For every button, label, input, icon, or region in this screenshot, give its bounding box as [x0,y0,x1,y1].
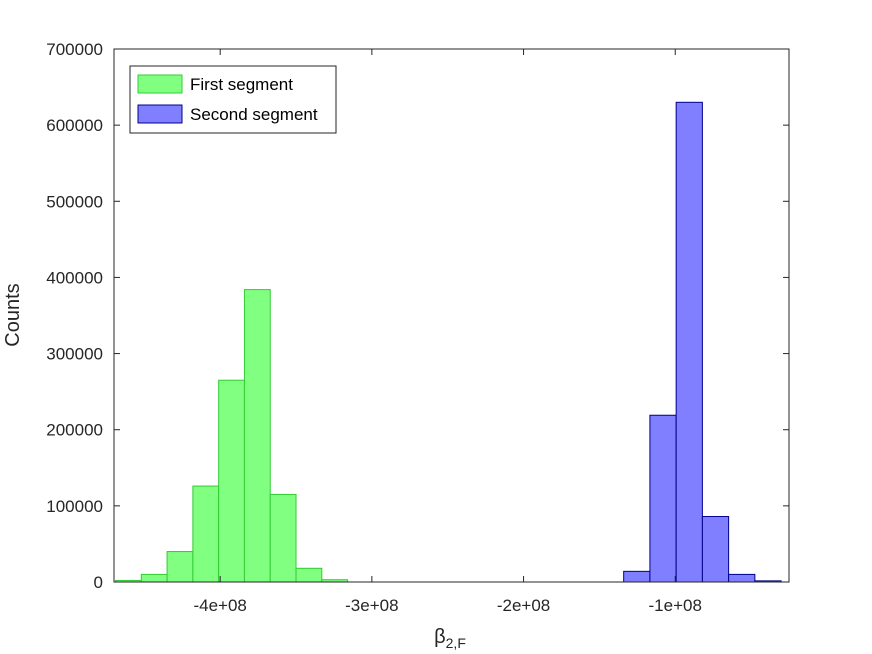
x-tick-label: -1e+08 [649,596,702,615]
legend-swatch-first-segment [137,74,183,94]
y-tick-label: 200000 [46,421,103,440]
histogram-bar-series-1-bin-4 [192,485,220,583]
x-axis-label-main: β [434,626,446,648]
y-axis-label: Counts [2,283,24,346]
y-tick-label: 400000 [46,268,103,287]
bars-layer [115,101,782,583]
histogram-bar-series-2-bin-3 [675,101,703,583]
x-tick-label: -3e+08 [345,596,398,615]
y-tick-label: 0 [94,573,103,592]
y-tick-label: 100000 [46,497,103,516]
legend: First segment Second segment [129,65,337,134]
histogram-bar-series-2-bin-4 [701,516,730,583]
histogram-bar-series-2-bin-5 [728,573,756,583]
y-axis: 0 100000 200000 300000 400000 500000 600000 700… [46,40,789,592]
x-axis-label: β2,F [434,626,466,651]
x-tick-label: -2e+08 [497,596,550,615]
histogram-bar-series-1-bin-7 [269,493,297,583]
histogram-bar-series-2-bin-1 [623,570,651,583]
y-tick-label: 300000 [46,345,103,364]
x-tick-label: -4e+08 [193,596,246,615]
x-axis: -4e+08 -3e+08 -2e+08 -1e+08 [193,49,702,615]
legend-swatch-second-segment [137,104,183,124]
y-tick-label: 500000 [46,192,103,211]
histogram-bar-series-2-bin-2 [649,414,677,583]
plot-frame [113,48,790,583]
legend-label-first-segment: First segment [190,75,293,94]
legend-label-second-segment: Second segment [190,105,318,124]
histogram-bar-series-1-bin-8 [295,567,323,583]
y-tick-label: 600000 [46,116,103,135]
histogram-bar-series-1-bin-6 [243,289,271,583]
y-tick-label: 700000 [46,40,103,59]
histogram-bar-series-1-bin-2 [140,573,168,583]
histogram-bar-series-1-bin-3 [166,551,194,583]
histogram-bar-series-1-bin-5 [218,379,245,583]
x-axis-label-subscript: 2,F [446,635,466,651]
